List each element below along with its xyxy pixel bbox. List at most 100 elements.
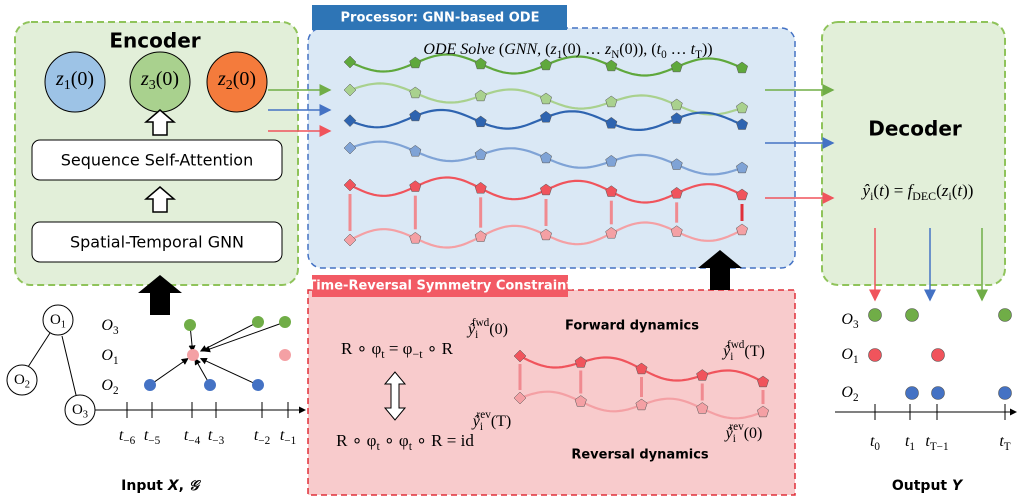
text-part: 2 — [113, 384, 119, 396]
text-part: ∘ R = id — [412, 431, 474, 450]
state-marker — [736, 61, 748, 74]
text-part: 3 — [853, 318, 859, 330]
text-part: −6 — [123, 434, 135, 446]
label: t−2 — [254, 427, 270, 447]
label: ŷi(t) = fDEC(zi(t)) — [861, 181, 974, 203]
state-marker — [513, 349, 527, 363]
attention-block — [31, 139, 283, 181]
state-marker — [474, 148, 487, 160]
text-part: 2 — [226, 78, 233, 93]
text-part: X — [167, 478, 180, 494]
text-part: O — [841, 384, 853, 401]
constraint-tab — [312, 275, 568, 297]
text-part: , — [179, 478, 189, 494]
state-marker — [574, 356, 587, 368]
state-marker — [605, 95, 618, 108]
text-part: T — [695, 48, 702, 60]
label: t−3 — [208, 427, 225, 447]
state-marker — [343, 55, 357, 69]
state-marker — [343, 141, 357, 155]
label: z2(0) — [217, 68, 256, 94]
text-part: −4 — [188, 434, 200, 446]
text-part: (0) … — [562, 41, 605, 58]
text-part: O — [72, 402, 83, 418]
text-part: 3 — [113, 324, 119, 336]
observation — [905, 308, 919, 322]
text-part: t — [280, 427, 285, 444]
state-marker — [670, 60, 683, 73]
text-part: t — [999, 433, 1004, 450]
observation — [144, 379, 156, 391]
state-marker — [696, 402, 709, 414]
state-marker — [474, 230, 487, 242]
text-part: ∘ φ — [380, 431, 409, 450]
state-marker — [343, 178, 357, 192]
text-part: t — [184, 427, 189, 444]
text-part: t — [119, 427, 124, 444]
text-part: t — [254, 427, 259, 444]
text-part: ŷ — [471, 413, 481, 430]
text-part: fwd — [472, 316, 490, 328]
text-part: i — [948, 189, 952, 203]
text-part: = φ — [385, 339, 413, 358]
text-part: t — [691, 41, 696, 58]
text-part: i — [733, 432, 736, 444]
state-marker — [670, 98, 683, 111]
text-part: t — [409, 439, 413, 453]
text-part: , ( — [537, 41, 550, 58]
text-part: 1 — [113, 354, 119, 366]
attention-edge — [149, 358, 189, 386]
state-marker — [409, 180, 422, 192]
text-part: rev — [477, 408, 492, 420]
label: R ∘ φt = φ−t ∘ R — [341, 339, 454, 361]
text-part: t — [376, 439, 380, 453]
observation — [204, 379, 216, 391]
text-part: R ∘ φ — [341, 339, 381, 358]
text-part: t — [905, 433, 910, 450]
text-part: t — [879, 181, 885, 200]
text-part: ∘ R — [423, 339, 454, 358]
text-part: N — [611, 48, 619, 60]
state-marker — [736, 118, 748, 130]
text-part: )) — [962, 181, 973, 200]
input-graph — [27, 332, 306, 414]
label: O1 — [50, 312, 66, 330]
label: Input X, 𝒢 — [121, 478, 202, 494]
label: t−5 — [144, 427, 161, 447]
state-marker — [670, 225, 683, 237]
label: Reversal dynamics — [571, 448, 709, 463]
label: O3 — [841, 311, 859, 331]
label: R ∘ φt ∘ φt ∘ R = id — [336, 431, 474, 453]
observation — [252, 379, 264, 391]
text-part: −1 — [284, 434, 296, 446]
text-part: ( — [952, 181, 958, 200]
state-marker — [736, 101, 748, 114]
state-marker — [540, 110, 552, 123]
text-part: ŷ — [861, 181, 871, 200]
label: tT−1 — [925, 433, 948, 453]
text-part: −2 — [258, 434, 270, 446]
text-part: (0) — [156, 68, 179, 90]
observation — [252, 316, 264, 328]
text-part: (0) — [71, 68, 94, 90]
text-part: z — [549, 41, 557, 58]
state-marker — [474, 115, 487, 128]
hollow-arrow — [143, 186, 177, 213]
label: z1(0) — [55, 68, 94, 94]
gnn-block — [31, 221, 283, 263]
observation — [279, 349, 291, 361]
text-part: t — [208, 427, 213, 444]
state-marker — [605, 116, 618, 129]
text-part: ( — [495, 41, 504, 58]
text-part: ŷ — [724, 425, 734, 442]
text-part: DEC — [912, 189, 936, 203]
label: Sequence Self-Attention — [61, 151, 253, 170]
state-marker — [736, 223, 748, 236]
state-marker — [409, 231, 422, 244]
text-part: i — [480, 420, 483, 432]
label: t0 — [870, 433, 880, 453]
text-part: ( — [936, 181, 942, 200]
text-part: t — [144, 427, 149, 444]
observation — [868, 308, 882, 322]
